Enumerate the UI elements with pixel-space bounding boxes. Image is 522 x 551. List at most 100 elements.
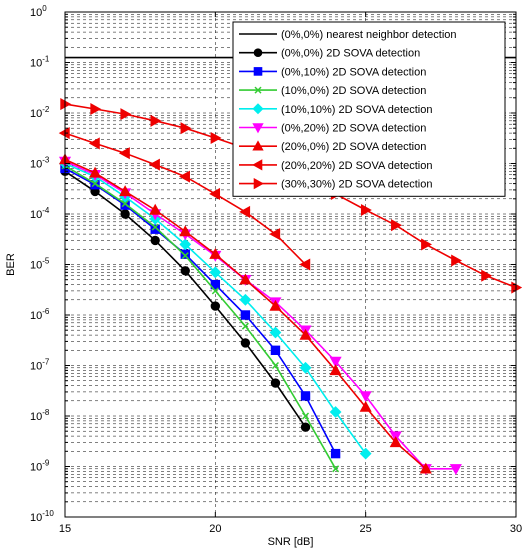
y-axis-title: BER [5, 253, 17, 276]
data-point [120, 209, 130, 219]
data-point [299, 258, 311, 271]
data-point [359, 391, 372, 403]
y-tick-label: 10-3 [30, 156, 50, 171]
data-point [299, 328, 312, 340]
legend-item: (30%,30%) 2D SOVA detection [239, 177, 432, 191]
series-line [64, 160, 456, 470]
legend-item: (20%,20%) 2D SOVA detection [239, 159, 432, 172]
data-point [299, 361, 312, 374]
data-point-stroke [332, 465, 340, 473]
data-point [179, 238, 192, 251]
legend-box [232, 21, 506, 197]
data-point-stroke [241, 322, 249, 330]
data-point-stroke [151, 223, 159, 231]
data-point-stroke [271, 361, 279, 370]
series [58, 127, 311, 271]
data-point [359, 400, 372, 412]
data-point [271, 361, 279, 370]
data-point-stroke [302, 412, 310, 420]
data-point [88, 137, 100, 150]
data-point [419, 462, 432, 474]
data-point [360, 203, 372, 217]
data-point [239, 273, 252, 285]
legend: (0%,0%) nearest neighbor detection (0%,0%… [232, 21, 506, 197]
data-point [269, 326, 282, 339]
legend-label: (0%,20%) 2D SOVA detection [281, 123, 426, 135]
data-point [150, 235, 160, 246]
legend-label: (0%,0%) 2D SOVA detection [281, 48, 420, 60]
y-tick-label: 10-7 [30, 358, 50, 373]
legend-label: (20%,0%) 2D SOVA detection [281, 141, 426, 153]
data-point [269, 228, 281, 241]
data-point [118, 147, 130, 160]
data-point [180, 266, 190, 276]
x-tick-label: 15 [59, 523, 71, 535]
series [61, 162, 340, 473]
legend-label: (20%,20%) 2D SOVA detection [281, 160, 432, 172]
data-point [90, 102, 102, 116]
data-point [241, 322, 249, 330]
legend-item: (10%,0%) 2D SOVA detection [239, 85, 426, 97]
legend-item: (0%,0%) nearest neighbor detection [239, 29, 457, 41]
data-point [121, 200, 129, 208]
data-point [120, 108, 132, 121]
data-point [270, 345, 281, 355]
series-layer [58, 56, 522, 476]
y-tick-label: 10-8 [30, 408, 50, 423]
x-tick-label: 20 [209, 523, 221, 535]
data-point [180, 122, 192, 135]
data-point [330, 448, 341, 459]
data-point [329, 406, 342, 418]
y-tick-label: 10-10 [30, 509, 54, 524]
data-point [391, 219, 402, 232]
data-point [179, 225, 192, 237]
data-point [209, 187, 221, 200]
series [58, 153, 432, 474]
y-tick-label: 10-4 [30, 206, 50, 221]
data-point [481, 269, 493, 282]
legend-label: (0%,10%) 2D SOVA detection [281, 66, 426, 78]
x-tick-label: 25 [360, 523, 372, 535]
data-point [449, 464, 462, 476]
data-point [240, 310, 251, 320]
legend-item: (20%,0%) 2D SOVA detection [239, 140, 426, 153]
data-point [270, 378, 281, 388]
data-point [253, 67, 263, 76]
data-point [209, 247, 222, 259]
x-tick-label: 30 [510, 523, 522, 535]
axis-ticks: 15 20 25 30 100 10-1 10-2 10-3 10-4 10-5 10-6 10-7 1… [30, 4, 522, 535]
data-point [421, 238, 433, 251]
y-tick-label: 10-9 [30, 459, 50, 474]
data-point [119, 185, 132, 197]
legend-item: (0%,0%) 2D SOVA detection [239, 48, 420, 60]
legend-label: (30%,30%) 2D SOVA detection [281, 179, 432, 191]
series-line [64, 167, 337, 454]
data-point [148, 158, 160, 171]
y-tick-label: 10-2 [30, 105, 50, 120]
data-point [239, 293, 252, 306]
data-point [211, 287, 219, 295]
data-point [254, 86, 262, 94]
series-line [64, 165, 337, 470]
y-tick-label: 100 [30, 4, 47, 19]
data-point [451, 254, 463, 267]
data-point [239, 205, 251, 218]
data-point [252, 123, 264, 134]
data-point [389, 436, 402, 448]
y-tick-label: 10-6 [30, 307, 50, 322]
data-point [209, 266, 222, 279]
data-point [302, 412, 310, 420]
data-point-stroke [211, 287, 219, 295]
legend-item: (0%,10%) 2D SOVA detection [239, 66, 426, 78]
data-point [329, 364, 342, 376]
data-point-stroke [181, 252, 189, 260]
data-point [253, 177, 264, 190]
legend-item: (0%,20%) 2D SOVA detection [239, 123, 426, 135]
data-point-stroke [121, 200, 129, 208]
data-point [91, 180, 99, 188]
data-point [210, 131, 222, 145]
data-point [180, 249, 190, 259]
legend-item: (10%,10%) 2D SOVA detection [239, 103, 432, 116]
data-point [150, 224, 160, 234]
